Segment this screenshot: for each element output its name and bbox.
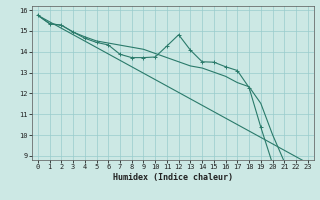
X-axis label: Humidex (Indice chaleur): Humidex (Indice chaleur) <box>113 173 233 182</box>
